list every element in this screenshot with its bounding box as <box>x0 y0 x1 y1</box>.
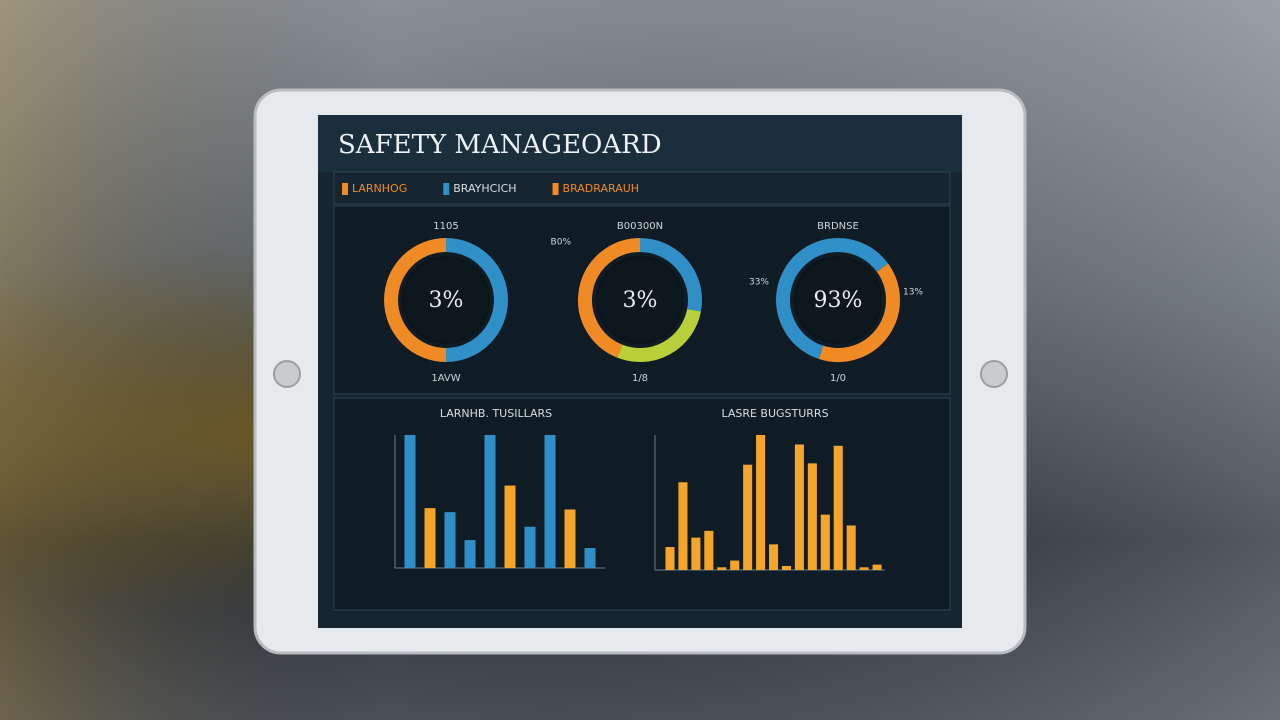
bar <box>678 482 688 570</box>
bar <box>859 567 869 570</box>
legend-label: BRAYHCICH <box>453 182 516 195</box>
bar <box>769 544 779 570</box>
donut-top-label: B00300N <box>617 221 663 232</box>
legend-label: LARNHOG <box>352 182 407 195</box>
donut-hole <box>402 256 490 344</box>
legend-box <box>333 171 951 205</box>
donut-hole <box>596 256 684 344</box>
bar <box>444 512 456 568</box>
donut-segment <box>578 238 641 358</box>
bar <box>691 537 701 570</box>
bar <box>717 567 727 570</box>
bar <box>872 564 882 570</box>
donut-center-label: 3% <box>429 288 464 313</box>
donut-hole <box>794 256 882 344</box>
donut-side-label: 33% <box>749 278 769 288</box>
legend-swatch <box>552 183 559 195</box>
bar <box>404 435 416 568</box>
header-bar <box>318 115 962 172</box>
donut-segment <box>776 238 839 359</box>
donut-segment <box>445 238 508 362</box>
bar <box>564 509 576 568</box>
bar-panel <box>333 397 951 611</box>
bar <box>833 445 843 570</box>
bar <box>484 435 496 568</box>
bar <box>544 435 556 568</box>
bar <box>464 540 476 568</box>
bar <box>743 464 753 570</box>
bar <box>584 548 596 568</box>
bar <box>665 547 675 570</box>
donut-segment <box>617 308 701 362</box>
donut-bottom-label: 1/0 <box>830 373 846 384</box>
donut-segment <box>818 263 900 362</box>
bar <box>704 530 714 570</box>
tablet-button[interactable] <box>273 360 301 388</box>
donut-bottom-label: 1/8 <box>632 373 648 384</box>
legend-swatch <box>342 183 348 195</box>
donut-center-label: 3% <box>623 288 658 313</box>
donut-side-label: B0% <box>551 238 572 248</box>
bar <box>504 485 516 568</box>
bar <box>846 525 856 570</box>
donut-segment <box>384 238 447 362</box>
donut-segment <box>837 238 889 273</box>
bar <box>807 463 817 570</box>
legend-swatch <box>443 183 450 195</box>
bar <box>424 508 436 568</box>
bar-chart-title: LARNHB. TUSILLARS <box>440 407 552 420</box>
bar <box>756 435 766 570</box>
bar <box>730 560 740 570</box>
donut-top-label: 1105 <box>433 221 458 232</box>
bar <box>820 514 830 570</box>
bar <box>781 565 791 570</box>
bar-chart-title: LASRE BUGSTURRS <box>721 407 828 420</box>
legend-label: BRADRARAUH <box>563 182 640 195</box>
donut-top-label: BRDNSE <box>817 221 859 232</box>
tablet-button[interactable] <box>980 360 1008 388</box>
donut-segment <box>639 238 702 312</box>
dashboard-title: SAFETY MANAGEOARD <box>338 130 662 160</box>
donut-bottom-label: 1AVW <box>431 373 460 384</box>
donut-center-label: 93% <box>814 288 863 313</box>
bar <box>794 444 804 570</box>
bar <box>524 526 536 568</box>
donut-side-label: 13% <box>903 288 923 298</box>
